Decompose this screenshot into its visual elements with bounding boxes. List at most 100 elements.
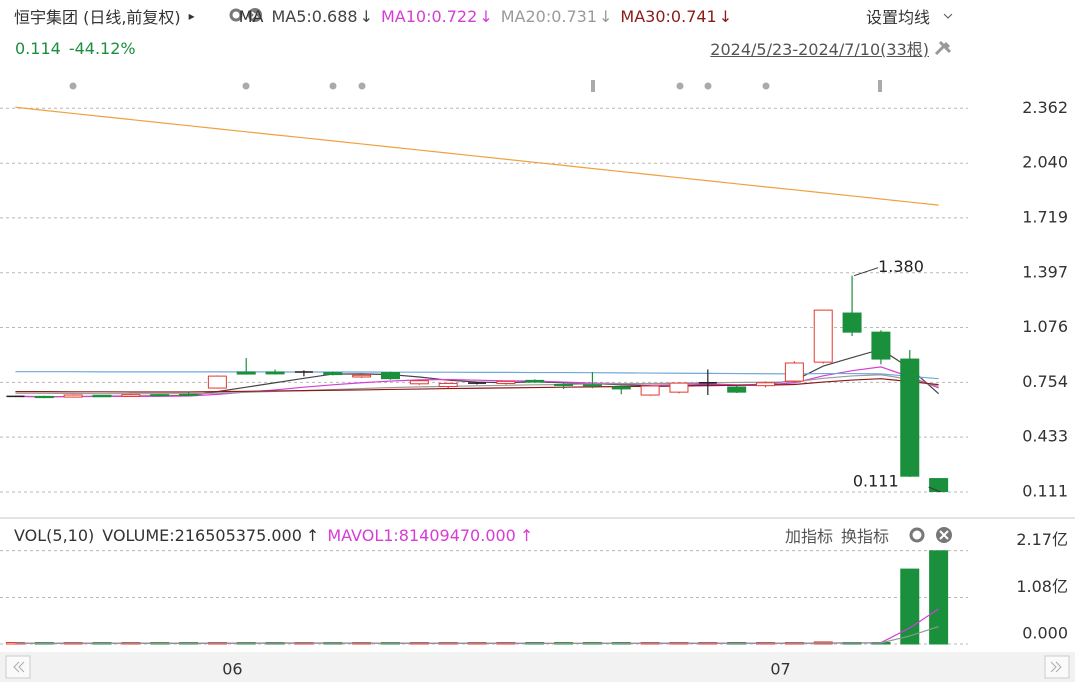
event-marker[interactable] — [242, 82, 250, 90]
candle-body — [727, 386, 747, 393]
candle-body — [121, 394, 141, 397]
candle-body — [669, 382, 689, 393]
event-marker[interactable] — [69, 82, 77, 90]
close-icon[interactable] — [936, 527, 952, 543]
candle-body — [438, 382, 458, 388]
scroll-left-button[interactable] — [5, 655, 31, 679]
price-header: 恒宇集团 (日线,前复权) ▸ MA MA5:0.688 ↓ MA10:0.722… — [14, 5, 740, 28]
date-range[interactable]: 2024/5/23-2024/7/10(33根) — [710, 37, 929, 59]
legend-item: MA20:0.731 — [500, 6, 598, 26]
volume-header: VOL(5,10) VOLUME:216505375.000 ↑ MAVOL1:8… — [14, 524, 541, 546]
candle-body — [554, 383, 574, 386]
candle-body — [784, 362, 804, 382]
candle-body — [63, 394, 83, 398]
ma-line — [15, 106, 939, 206]
legend-item: MA5:0.688 — [271, 6, 358, 26]
ma-line — [15, 378, 939, 393]
x-tick-label: 06 — [222, 660, 242, 679]
legend-item: MA30:0.741 — [620, 6, 717, 26]
event-markers — [69, 80, 882, 92]
y-tick-label: 0.754 — [1022, 372, 1068, 391]
switch-indicator[interactable]: 换指标 — [841, 527, 890, 546]
last-close: 0.114 — [15, 38, 61, 58]
legend-arrow: ↓ — [359, 6, 373, 26]
ma-gear-icon[interactable] — [229, 8, 243, 22]
ma-line — [15, 374, 939, 395]
ma-line — [15, 625, 939, 644]
pin-icon[interactable] — [934, 40, 952, 56]
candle-body — [582, 384, 602, 387]
ma-settings-label[interactable]: 设置均线 — [866, 8, 931, 27]
event-marker[interactable] — [878, 80, 882, 92]
candle-body — [207, 375, 227, 389]
date-range-label[interactable]: 2024/5/23-2024/7/10(33根) — [710, 40, 929, 59]
legend-item: MA10:0.722 — [380, 6, 478, 26]
gear-icon[interactable] — [909, 527, 925, 543]
y-tick-label: 2.362 — [1022, 98, 1068, 117]
candle-body — [871, 331, 891, 360]
y-tick-label: 0.111 — [1022, 482, 1068, 501]
candle-body — [842, 312, 862, 333]
event-marker[interactable] — [676, 82, 684, 90]
expand-toggle[interactable]: ▸ — [188, 9, 195, 23]
candle-body — [265, 371, 285, 375]
annotation-arrow — [928, 486, 941, 493]
event-marker[interactable] — [704, 82, 712, 90]
event-marker[interactable] — [358, 82, 366, 90]
candle-body — [640, 385, 660, 396]
y-tick-label: 0.000 — [1022, 624, 1068, 643]
ma-close-icon[interactable] — [248, 8, 262, 22]
legend-arrow: ↓ — [479, 6, 493, 26]
volume-bar — [929, 550, 949, 645]
scrollbar[interactable] — [0, 652, 1075, 682]
ma-label: MA — [238, 6, 264, 26]
ma-line — [15, 371, 939, 380]
dropdown-chevron — [943, 13, 953, 19]
stock-title[interactable]: 恒宇集团 (日线,前复权) — [14, 8, 181, 27]
y-tick-label: 1.076 — [1022, 317, 1068, 336]
annotation-arrow — [853, 267, 879, 277]
y-tick-label: 1.719 — [1022, 207, 1068, 226]
candle-body — [813, 309, 833, 363]
legend-arrow: ↑ — [519, 525, 534, 545]
y-tick-label: 0.433 — [1022, 427, 1068, 446]
quote: 0.114 -44.12% — [15, 37, 144, 59]
candle-body — [929, 478, 949, 493]
candle-body — [236, 371, 256, 375]
candle-body — [409, 380, 429, 385]
candle-body — [34, 395, 54, 399]
scroll-right-button[interactable] — [1044, 655, 1070, 679]
ma-line — [15, 366, 939, 398]
candle-body — [900, 358, 920, 477]
candle-body — [525, 379, 545, 383]
legend-arrow: ↓ — [718, 6, 733, 26]
candle-body — [323, 372, 343, 376]
event-marker[interactable] — [591, 80, 595, 92]
ma-settings[interactable]: 设置均线 — [866, 5, 938, 27]
event-marker[interactable] — [762, 82, 770, 90]
volume-value: VOLUME:216505375.000 — [102, 525, 302, 545]
event-marker[interactable] — [329, 82, 337, 90]
volume-bar — [900, 568, 920, 645]
change-pct: -44.12% — [68, 38, 136, 58]
x-tick-label: 07 — [770, 660, 790, 679]
scroll-right-icon — [1050, 661, 1057, 673]
candle-body — [92, 394, 112, 398]
candle-body — [611, 386, 631, 390]
candle-body — [179, 393, 199, 396]
ma-line — [15, 608, 939, 645]
y-tick-label: 1.397 — [1022, 262, 1068, 281]
add-indicator[interactable]: 加指标 — [785, 527, 834, 546]
scroll-left-icon — [18, 661, 25, 673]
indicator-buttons: 加指标 换指标 — [785, 524, 897, 546]
candle-body — [150, 394, 170, 397]
scroll-right-icon — [1055, 661, 1062, 673]
candle-body — [380, 372, 400, 380]
legend-arrow: ↓ — [599, 6, 613, 26]
candle-body — [496, 380, 516, 384]
legend-item: MAVOL1:81409470.000 — [327, 525, 516, 545]
volume-arrow: ↑ — [305, 525, 320, 545]
annotation-label: 0.111 — [853, 472, 899, 491]
